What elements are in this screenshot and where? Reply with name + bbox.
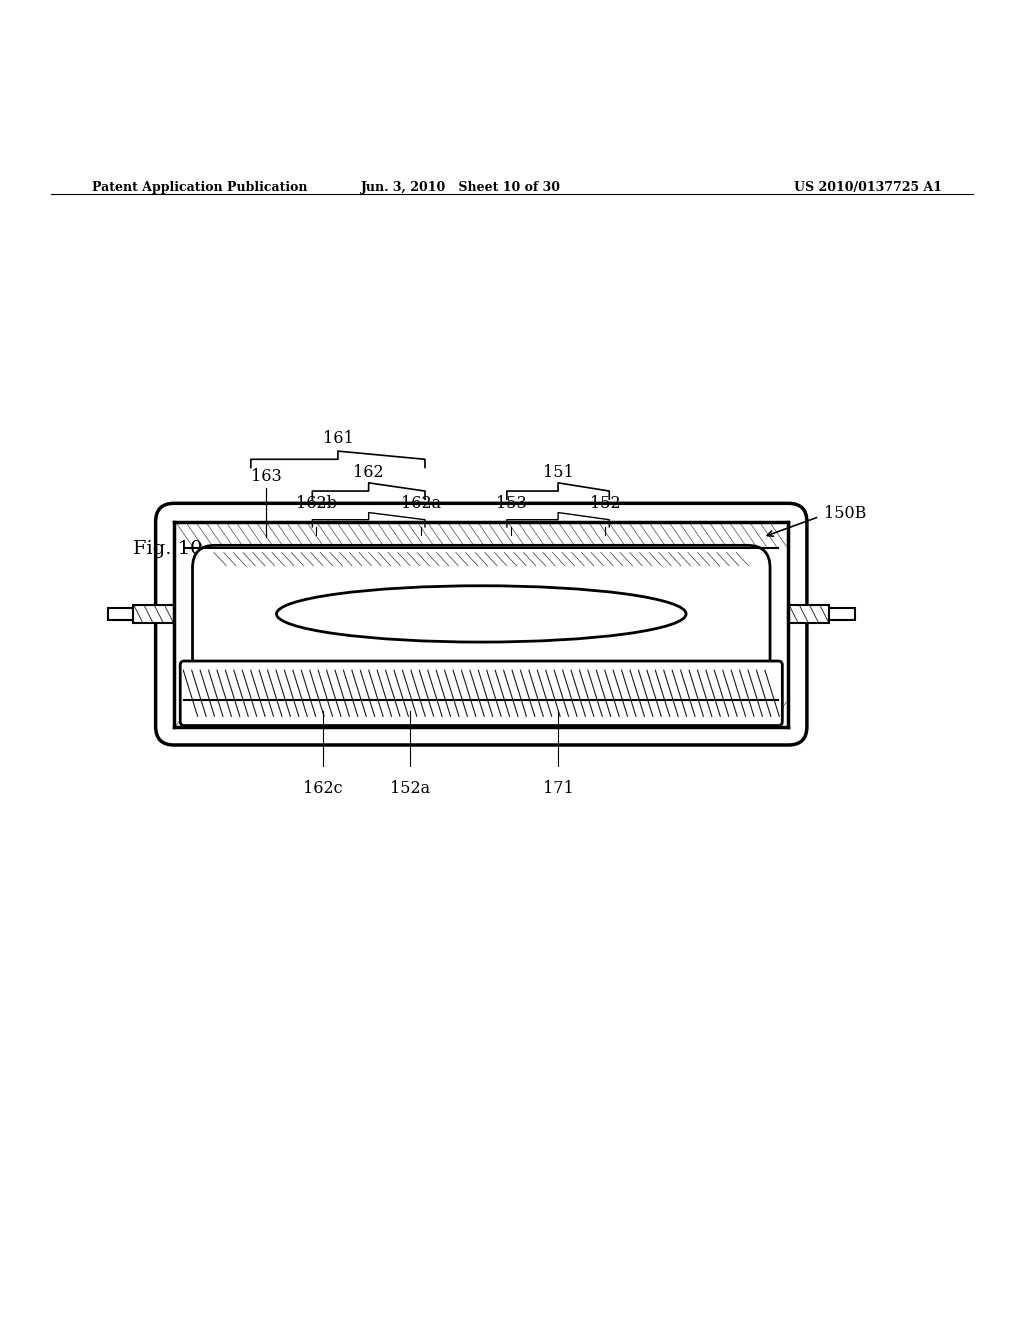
Text: Jun. 3, 2010   Sheet 10 of 30: Jun. 3, 2010 Sheet 10 of 30 [360, 181, 561, 194]
Text: 152: 152 [590, 495, 621, 512]
Text: US 2010/0137725 A1: US 2010/0137725 A1 [794, 181, 942, 194]
Bar [133, 605, 174, 623]
Text: 150B: 150B [824, 506, 866, 523]
Text: 171: 171 [543, 780, 573, 797]
Text: 161: 161 [323, 430, 353, 447]
Text: 162c: 162c [303, 780, 342, 797]
Text: Fig. 10: Fig. 10 [133, 540, 203, 557]
FancyBboxPatch shape [193, 545, 770, 682]
Text: 162b: 162b [296, 495, 337, 512]
FancyBboxPatch shape [156, 503, 807, 744]
Ellipse shape [276, 586, 686, 642]
Text: 163: 163 [251, 467, 282, 484]
Bar [829, 607, 855, 620]
Text: 162a: 162a [400, 495, 441, 512]
Text: Patent Application Publication: Patent Application Publication [92, 181, 307, 194]
FancyBboxPatch shape [180, 661, 782, 726]
Bar [788, 605, 829, 623]
Bar [108, 607, 133, 620]
Text: 162: 162 [353, 463, 384, 480]
Text: 153: 153 [496, 495, 526, 512]
Text: 152a: 152a [389, 780, 430, 797]
Text: 151: 151 [543, 463, 573, 480]
